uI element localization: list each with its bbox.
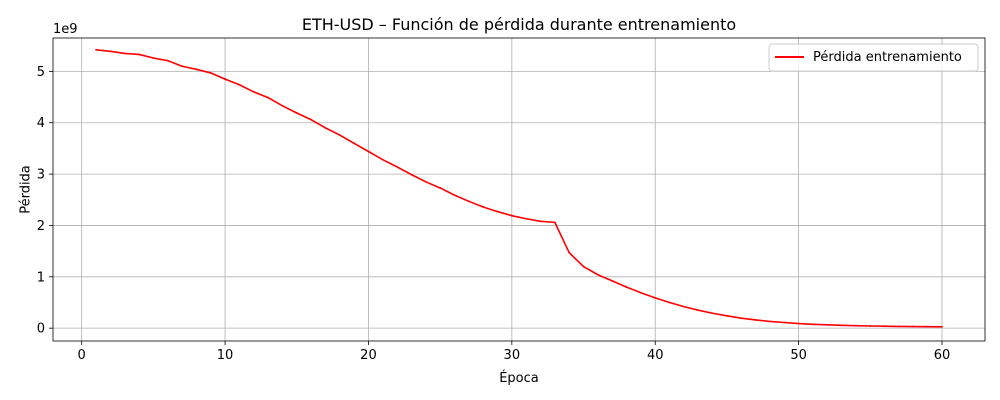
data-point xyxy=(123,52,126,55)
data-point xyxy=(166,59,169,62)
y-tick-label: 3 xyxy=(37,168,45,183)
legend: Pérdida entrenamiento xyxy=(768,43,979,72)
data-point xyxy=(496,210,499,213)
data-point xyxy=(883,325,886,328)
x-tick-label: 50 xyxy=(790,348,807,363)
data-point xyxy=(797,322,800,325)
series-line-0 xyxy=(95,49,942,328)
data-point xyxy=(224,78,226,80)
x-tick-label: 20 xyxy=(360,348,377,363)
data-point xyxy=(912,325,915,328)
y-axis-offset-label: 1e9 xyxy=(53,22,78,37)
x-tick-label: 60 xyxy=(934,348,951,363)
data-point xyxy=(510,214,513,217)
data-point xyxy=(467,200,470,203)
data-point xyxy=(453,194,456,197)
data-point xyxy=(711,312,714,315)
data-point xyxy=(525,217,528,220)
axes: 0 10 20 30 40 50 60 0 1 2 3 4 5 xyxy=(37,37,986,363)
chart-title: ETH-USD – Función de pérdida durante ent… xyxy=(302,15,736,34)
data-point xyxy=(424,180,427,183)
data-point xyxy=(654,296,657,299)
data-point xyxy=(668,301,671,304)
series-layer xyxy=(95,48,943,328)
y-tick-label: 4 xyxy=(37,116,45,131)
y-tick-label: 1 xyxy=(37,270,45,285)
plot-frame xyxy=(52,37,986,342)
data-point xyxy=(396,166,399,168)
data-point xyxy=(568,251,571,254)
data-point xyxy=(109,50,112,53)
data-point xyxy=(281,104,284,107)
y-tick-label: 2 xyxy=(37,219,45,234)
data-point xyxy=(769,320,771,323)
data-point xyxy=(539,220,542,223)
data-point xyxy=(855,324,857,327)
legend-entry: Pérdida entrenamiento xyxy=(813,50,962,65)
data-point xyxy=(439,187,442,189)
data-point xyxy=(381,158,384,161)
data-point xyxy=(596,273,599,276)
data-point xyxy=(783,321,786,324)
data-point xyxy=(697,309,700,312)
data-point xyxy=(138,53,140,56)
data-point xyxy=(238,83,241,86)
data-point xyxy=(726,314,728,317)
data-point xyxy=(267,96,269,99)
data-point xyxy=(826,323,829,326)
x-tick-label: 10 xyxy=(217,348,234,363)
data-point xyxy=(209,72,212,74)
data-point xyxy=(941,325,943,328)
data-point xyxy=(840,324,843,327)
data-point xyxy=(324,126,327,129)
data-point xyxy=(295,112,298,114)
data-point xyxy=(869,325,872,327)
data-point xyxy=(682,305,685,308)
data-point xyxy=(611,280,614,282)
data-point xyxy=(310,118,312,121)
y-tick-label: 0 xyxy=(37,322,45,337)
data-point xyxy=(195,68,198,71)
data-point xyxy=(367,150,370,153)
data-point xyxy=(152,57,155,59)
data-point xyxy=(754,319,757,321)
data-point xyxy=(582,265,585,268)
data-point xyxy=(625,286,628,288)
x-tick-label: 40 xyxy=(647,348,664,363)
x-tick-label: 0 xyxy=(78,348,86,363)
data-point xyxy=(639,291,642,294)
data-point xyxy=(553,221,556,224)
x-tick-label: 30 xyxy=(504,348,521,363)
data-point xyxy=(740,317,743,320)
data-point xyxy=(898,325,900,328)
y-tick-label: 5 xyxy=(37,65,45,80)
data-point xyxy=(338,134,341,136)
data-point xyxy=(926,325,929,328)
data-point xyxy=(812,323,814,326)
data-point xyxy=(410,173,413,176)
data-point xyxy=(252,91,255,93)
x-axis-label: Época xyxy=(499,370,539,386)
data-point xyxy=(353,142,356,145)
data-point xyxy=(95,48,97,51)
data-point xyxy=(482,206,485,208)
legend-box xyxy=(768,43,979,72)
y-axis-label: Pérdida xyxy=(19,165,34,214)
data-point xyxy=(181,65,183,68)
grid-lines xyxy=(53,38,985,341)
